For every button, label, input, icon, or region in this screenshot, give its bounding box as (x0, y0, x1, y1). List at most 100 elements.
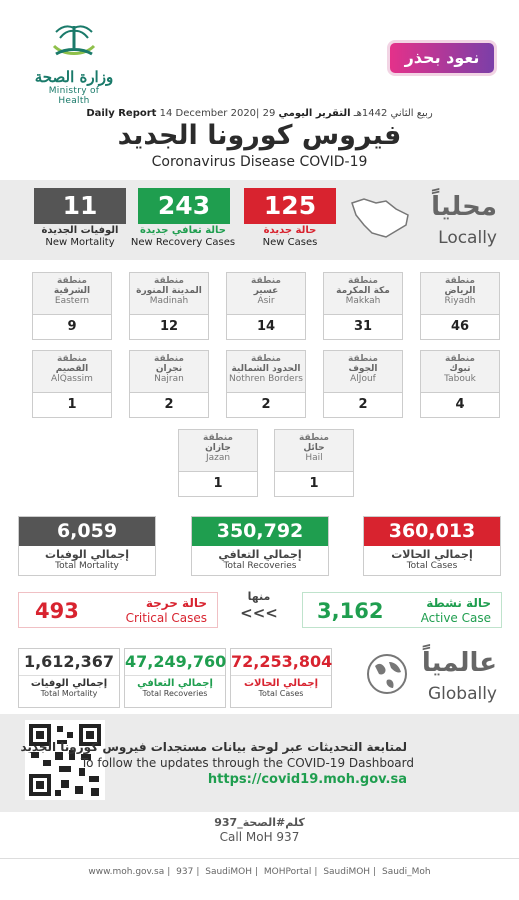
critical-label-en: Critical Cases (125, 611, 207, 625)
page-title-en: Coronavirus Disease COVID-19 (151, 154, 368, 170)
footer-website-link[interactable]: www.moh.gov.sa (88, 867, 165, 877)
new-recoveries-value: 243 (138, 188, 230, 224)
new-mortality-value: 11 (34, 188, 126, 224)
active-label-ar: حالة نشطة (426, 596, 491, 610)
report-date-hijri: 29 ربيع الثاني 1442هـ (262, 108, 433, 119)
footer-facebook-link[interactable]: SaudiMOH (323, 867, 371, 877)
region-name-en: Makkah (345, 296, 381, 306)
region-card: منطقة حائل Hail 1 (274, 429, 354, 497)
palm-swords-icon (52, 25, 96, 56)
region-value: 31 (353, 319, 373, 334)
region-card: منطقة تبوك Tabouk 4 (420, 350, 500, 418)
region-header: منطقة نجران Najran (130, 351, 208, 393)
region-name-en: Hail (305, 453, 323, 463)
region-prefix: منطقة (251, 276, 281, 286)
region-value: 1 (67, 397, 77, 412)
total-cases-label-en: Total Cases (406, 561, 458, 571)
total-mortality-label-ar: إجمالي الوفيات (45, 548, 129, 561)
region-name-en: Jazan (205, 453, 231, 463)
global-cases-value: 72,253,804 (231, 649, 332, 676)
region-value: 4 (455, 397, 465, 412)
region-card: منطقة الرياض Riyadh 46 (420, 272, 500, 340)
page-title-ar: فيروس كورونا الجديد (117, 120, 402, 151)
region-name-ar: الجوف (348, 364, 378, 374)
global-cases-label-ar: إجمالي الحالات (243, 678, 319, 689)
region-name-ar: حائل (303, 443, 325, 453)
footer-youtube-link[interactable]: MOHPortal (263, 867, 312, 877)
region-card: منطقة المدينة المنورة Madinah 12 (129, 272, 209, 340)
total-cases-value: 360,013 (364, 517, 500, 546)
region-prefix: منطقة (154, 276, 184, 286)
region-card: منطقة الشرقية Eastern 9 (32, 272, 112, 340)
moh-name-en: Ministry of Health (48, 86, 100, 106)
region-name-ar: عسير (253, 286, 279, 296)
new-mortality-label-ar: الوفيات الجديدة (41, 225, 119, 236)
region-prefix: منطقة (154, 354, 184, 364)
active-label-en: Active Case (420, 611, 491, 625)
arrows-icon: <<< (240, 604, 278, 622)
active-value: 3,162 (317, 599, 384, 623)
active-card: 3,162 حالة نشطة Active Case (302, 592, 502, 628)
global-cases-card: 72,253,804 إجمالي الحالات Total Cases (230, 648, 332, 708)
region-prefix: منطقة (57, 354, 87, 364)
total-recoveries-value: 350,792 (192, 517, 328, 546)
region-card: منطقة جازان Jazan 1 (178, 429, 258, 497)
report-date: 14 December 2020 (159, 108, 257, 119)
region-name-en: Eastern (54, 296, 90, 306)
region-value: 12 (159, 319, 179, 334)
region-name-en: AlJouf (350, 374, 376, 384)
region-name-ar: الرياض (444, 286, 476, 296)
of-which-label: منها (247, 590, 271, 603)
globe-icon (367, 654, 407, 694)
moh-logo: وزارة الصحة Ministry of Health (34, 22, 114, 106)
region-name-ar: الحدود الشمالية (231, 364, 301, 374)
total-mortality-label-en: Total Mortality (55, 561, 119, 571)
region-name-ar: نجران (155, 364, 183, 374)
region-header: منطقة الجوف AlJouf (324, 351, 402, 393)
total-mortality-card: 6,059 إجمالي الوفيات Total Mortality (18, 516, 156, 576)
footer: www.moh.gov.sa | 937 | SaudiMOH | MOHPortal… (0, 858, 519, 900)
region-prefix: منطقة (348, 276, 378, 286)
region-name-ar: تبوك (449, 364, 471, 374)
call-hashtag: كلم#الصحة_937 (214, 816, 305, 829)
region-value: 2 (358, 397, 368, 412)
caution-logo: نعود بحذر (387, 40, 497, 76)
global-recoveries-card: 47,249,760 إجمالي التعافي Total Recoveri… (124, 648, 226, 708)
local-band: 11 الوفيات الجديدة New Mortality 243 حال… (0, 180, 519, 260)
footer-snapchat-link[interactable]: Saudi_Moh (381, 867, 431, 877)
footer-twitter-link[interactable]: SaudiMOH (205, 867, 253, 877)
report-en: Daily Report (86, 108, 157, 119)
global-cases-label-en: Total Cases (258, 689, 304, 698)
region-header: منطقة الحدود الشمالية Nothren Borders (227, 351, 305, 393)
region-value: 2 (261, 397, 271, 412)
global-recoveries-label-en: Total Recoveries (142, 689, 208, 698)
region-name-en: Nothren Borders (229, 374, 303, 384)
region-header: منطقة حائل Hail (275, 430, 353, 472)
critical-label-ar: حالة حرجة (145, 596, 207, 610)
total-recoveries-label-en: Total Recoveries (223, 561, 297, 571)
region-card: منطقة نجران Najran 2 (129, 350, 209, 418)
call-text: Call MoH 937 (219, 830, 300, 844)
new-cases-value: 125 (244, 188, 336, 224)
dashboard-text-ar: لمتابعة التحديثات عبر لوحة بيانات مستجدا… (20, 740, 407, 754)
region-card: منطقة عسير Asir 14 (226, 272, 306, 340)
locally-title-ar: محلياً (431, 192, 497, 222)
new-mortality-label-en: New Mortality (45, 237, 115, 248)
region-name-en: Asir (257, 296, 275, 306)
moh-name-ar: وزارة الصحة (34, 68, 114, 86)
region-header: منطقة مكة المكرمة Makkah (324, 273, 402, 315)
new-recoveries-label-ar: حالة تعافي جديدة (140, 225, 226, 236)
region-name-ar: القصيم (55, 364, 89, 374)
region-prefix: منطقة (445, 276, 475, 286)
region-header: منطقة تبوك Tabouk (421, 351, 499, 393)
saudi-map-icon (351, 198, 409, 238)
region-value: 1 (309, 476, 319, 491)
region-name-ar: مكة المكرمة (336, 286, 390, 296)
region-header: منطقة عسير Asir (227, 273, 305, 315)
new-cases-label-en: New Cases (262, 237, 318, 248)
dashboard-link[interactable]: https://covid19.moh.gov.sa (207, 772, 407, 787)
footer-phone[interactable]: 937 (176, 867, 194, 877)
total-recoveries-label-ar: إجمالي التعافي (218, 548, 302, 561)
qr-code-icon[interactable] (25, 720, 105, 800)
globally-title-en: Globally (427, 684, 497, 704)
